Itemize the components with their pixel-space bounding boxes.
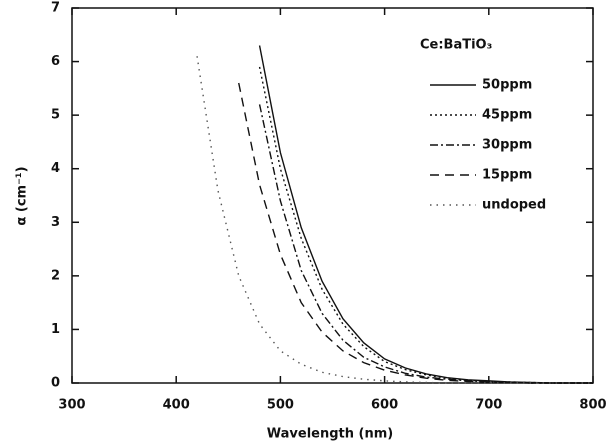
x-tick-label: 700 [475,398,502,413]
data-line [238,82,593,384]
data-line [196,56,593,384]
x-tick-label: 300 [58,398,85,413]
data-line [258,66,593,384]
legend-label: 15ppm [482,168,532,183]
y-tick-label: 3 [51,215,60,230]
legend-label: 30ppm [482,138,532,153]
y-tick-label: 1 [51,322,60,337]
x-axis-label: Wavelength (nm) [267,427,393,442]
legend-label: 50ppm [482,78,532,93]
x-tick-label: 600 [371,398,398,413]
y-tick-label: 6 [51,54,60,69]
y-tick-label: 5 [51,108,60,123]
legend-title: Ce:BaTiO₃ [420,38,492,53]
plot-frame [71,7,594,384]
x-tick-label: 400 [163,398,190,413]
legend-label: 45ppm [482,108,532,123]
y-axis-label: α (cm⁻¹) [15,166,30,225]
data-line [258,104,593,384]
x-tick-label: 800 [579,398,606,413]
legend-label: undoped [482,198,546,213]
y-tick-label: 4 [51,161,60,176]
x-tick-label: 500 [267,398,294,413]
y-tick-label: 2 [51,268,60,283]
data-line [258,45,593,384]
y-tick-label: 0 [51,376,60,391]
y-tick-label: 7 [51,1,60,16]
